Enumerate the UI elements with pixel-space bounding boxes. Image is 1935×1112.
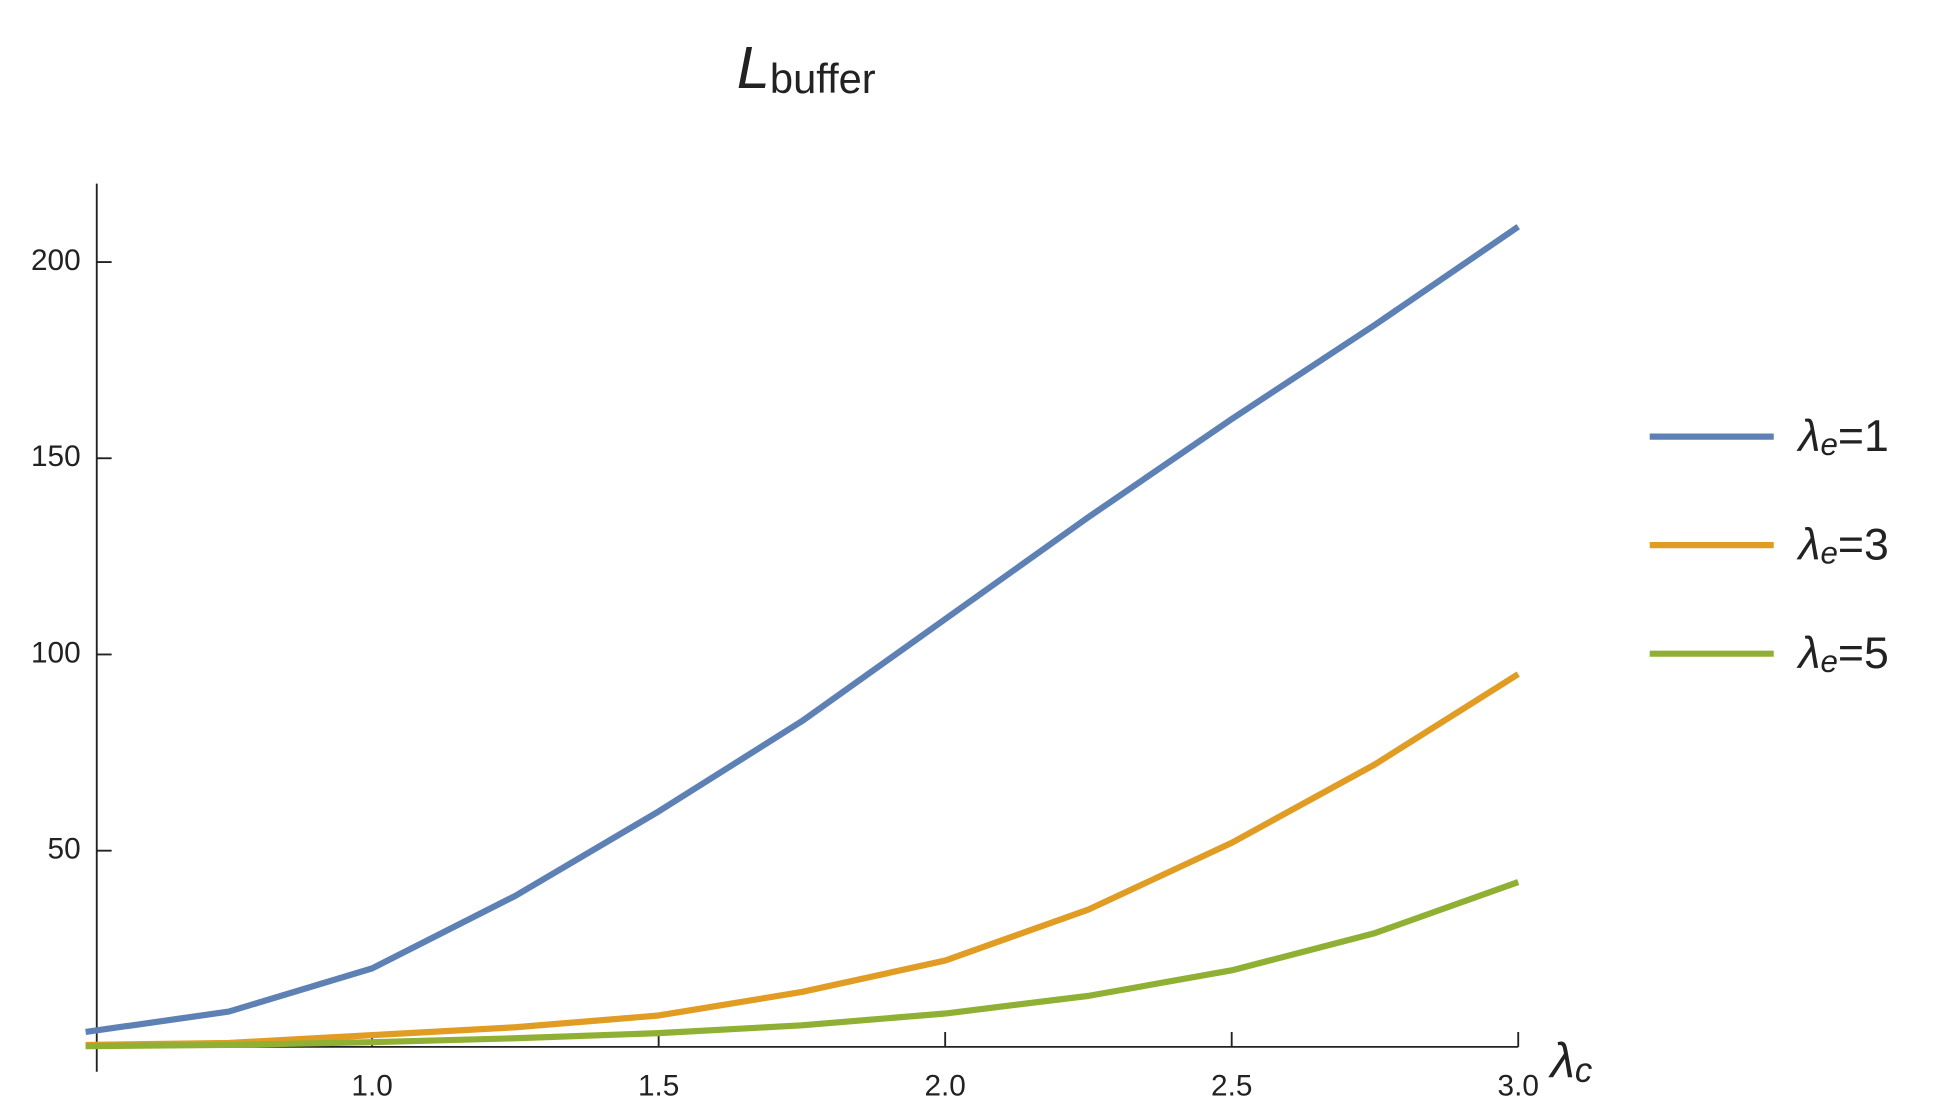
legend-label: λe=3 [1796, 520, 1889, 570]
y-tick-label: 50 [48, 833, 81, 866]
legend-label: λe=5 [1796, 629, 1889, 679]
x-tick-label: 1.5 [638, 1070, 679, 1103]
series-line [85, 224, 1520, 1036]
y-tick-label: 150 [31, 440, 81, 473]
x-tick-label: 3.0 [1498, 1070, 1539, 1103]
series-line [85, 879, 1520, 1050]
series-line [85, 671, 1520, 1049]
y-tick-label: 100 [31, 636, 81, 669]
y-tick-label: 200 [31, 244, 81, 277]
x-tick-label: 2.0 [924, 1070, 965, 1103]
x-tick-label: 2.5 [1211, 1070, 1252, 1103]
legend-label: λe=1 [1796, 412, 1889, 462]
chart-title: Lbuffer [737, 34, 876, 103]
x-axis-label: λc [1547, 1032, 1592, 1090]
x-tick-label: 1.0 [351, 1070, 392, 1103]
